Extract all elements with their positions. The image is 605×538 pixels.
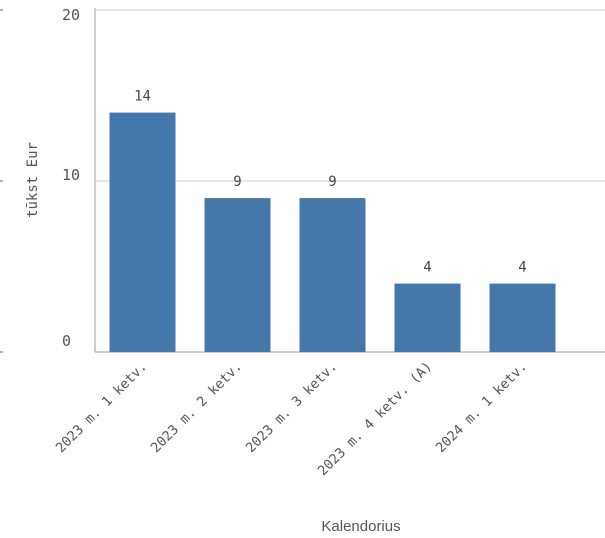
bar[interactable] (394, 283, 461, 352)
bar[interactable] (489, 283, 556, 352)
bar[interactable] (109, 112, 176, 352)
data-label: 4 (518, 260, 526, 276)
bar[interactable] (204, 198, 271, 352)
x-tick-label: 2023 m. 2 ketv. (148, 359, 246, 457)
data-label: 14 (134, 89, 151, 105)
data-label: 9 (328, 174, 336, 190)
data-label: 9 (233, 174, 241, 190)
bar[interactable] (299, 198, 366, 352)
x-tick-label: 2023 m. 1 ketv. (53, 359, 151, 457)
x-tick-label: 2023 m. 3 ketv. (243, 359, 341, 457)
data-label: 4 (423, 260, 431, 276)
x-axis-title: Kalendorius (321, 518, 400, 535)
bars (109, 112, 556, 352)
y-tick-label: 0 (62, 332, 71, 350)
y-tick-label: 10 (62, 166, 80, 184)
y-axis-title: tūkst Eur (25, 142, 41, 218)
x-tick-label: 2024 m. 1 ketv. (433, 359, 531, 457)
y-tick-label: 20 (62, 6, 80, 24)
